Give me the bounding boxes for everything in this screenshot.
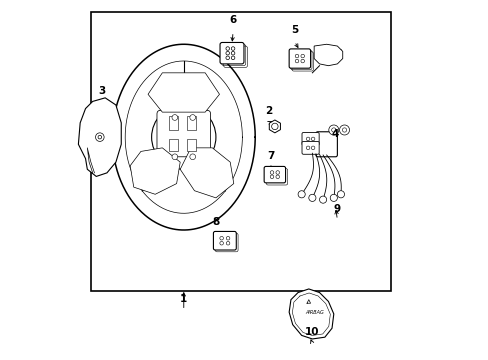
Circle shape — [331, 128, 335, 132]
Circle shape — [225, 56, 229, 60]
Text: AIRBAG: AIRBAG — [304, 310, 323, 315]
FancyBboxPatch shape — [213, 231, 236, 250]
Circle shape — [305, 137, 309, 141]
Polygon shape — [313, 44, 342, 66]
Circle shape — [305, 146, 309, 150]
FancyBboxPatch shape — [302, 132, 319, 145]
FancyBboxPatch shape — [264, 166, 285, 183]
Circle shape — [300, 59, 304, 63]
Circle shape — [189, 154, 195, 159]
Circle shape — [300, 54, 304, 58]
Circle shape — [308, 194, 315, 202]
Polygon shape — [180, 148, 233, 198]
Polygon shape — [148, 73, 219, 112]
Text: 9: 9 — [333, 203, 340, 213]
FancyBboxPatch shape — [302, 141, 319, 154]
Circle shape — [231, 47, 234, 50]
Text: 1: 1 — [180, 294, 187, 304]
Circle shape — [172, 154, 177, 159]
Circle shape — [220, 237, 223, 240]
Text: 3: 3 — [98, 86, 105, 96]
Circle shape — [172, 114, 177, 120]
Circle shape — [189, 114, 195, 120]
Circle shape — [225, 51, 229, 55]
Circle shape — [98, 135, 102, 139]
Text: 7: 7 — [266, 151, 274, 161]
Circle shape — [225, 47, 229, 50]
Bar — [187, 139, 196, 152]
Polygon shape — [288, 289, 333, 339]
Circle shape — [328, 125, 338, 135]
Bar — [169, 116, 178, 130]
Text: 5: 5 — [290, 25, 298, 35]
Circle shape — [275, 171, 279, 174]
Circle shape — [342, 128, 346, 132]
Circle shape — [295, 59, 298, 63]
Circle shape — [226, 242, 229, 245]
FancyBboxPatch shape — [288, 49, 310, 68]
Bar — [91, 12, 390, 291]
Bar — [169, 139, 178, 152]
Circle shape — [339, 125, 349, 135]
Circle shape — [95, 133, 104, 141]
Circle shape — [231, 56, 234, 60]
Circle shape — [270, 171, 273, 174]
Circle shape — [311, 146, 314, 150]
FancyBboxPatch shape — [220, 42, 244, 64]
Polygon shape — [130, 148, 180, 194]
Text: 10: 10 — [305, 327, 319, 337]
Polygon shape — [78, 98, 121, 176]
Circle shape — [226, 237, 229, 240]
Circle shape — [151, 105, 216, 169]
FancyBboxPatch shape — [157, 111, 210, 157]
Circle shape — [231, 51, 234, 55]
Text: 6: 6 — [229, 15, 236, 25]
Circle shape — [295, 54, 298, 58]
Circle shape — [319, 196, 326, 203]
Bar — [187, 116, 196, 130]
Polygon shape — [269, 120, 280, 133]
Circle shape — [298, 191, 305, 198]
Circle shape — [271, 123, 278, 130]
Circle shape — [329, 194, 337, 202]
Circle shape — [337, 191, 344, 198]
Text: 2: 2 — [264, 107, 272, 116]
Text: 8: 8 — [212, 217, 219, 227]
Circle shape — [275, 175, 279, 179]
Circle shape — [220, 242, 223, 245]
FancyBboxPatch shape — [315, 132, 337, 157]
Polygon shape — [112, 44, 255, 230]
Circle shape — [311, 137, 314, 141]
Text: 4: 4 — [331, 129, 339, 139]
Circle shape — [270, 175, 273, 179]
